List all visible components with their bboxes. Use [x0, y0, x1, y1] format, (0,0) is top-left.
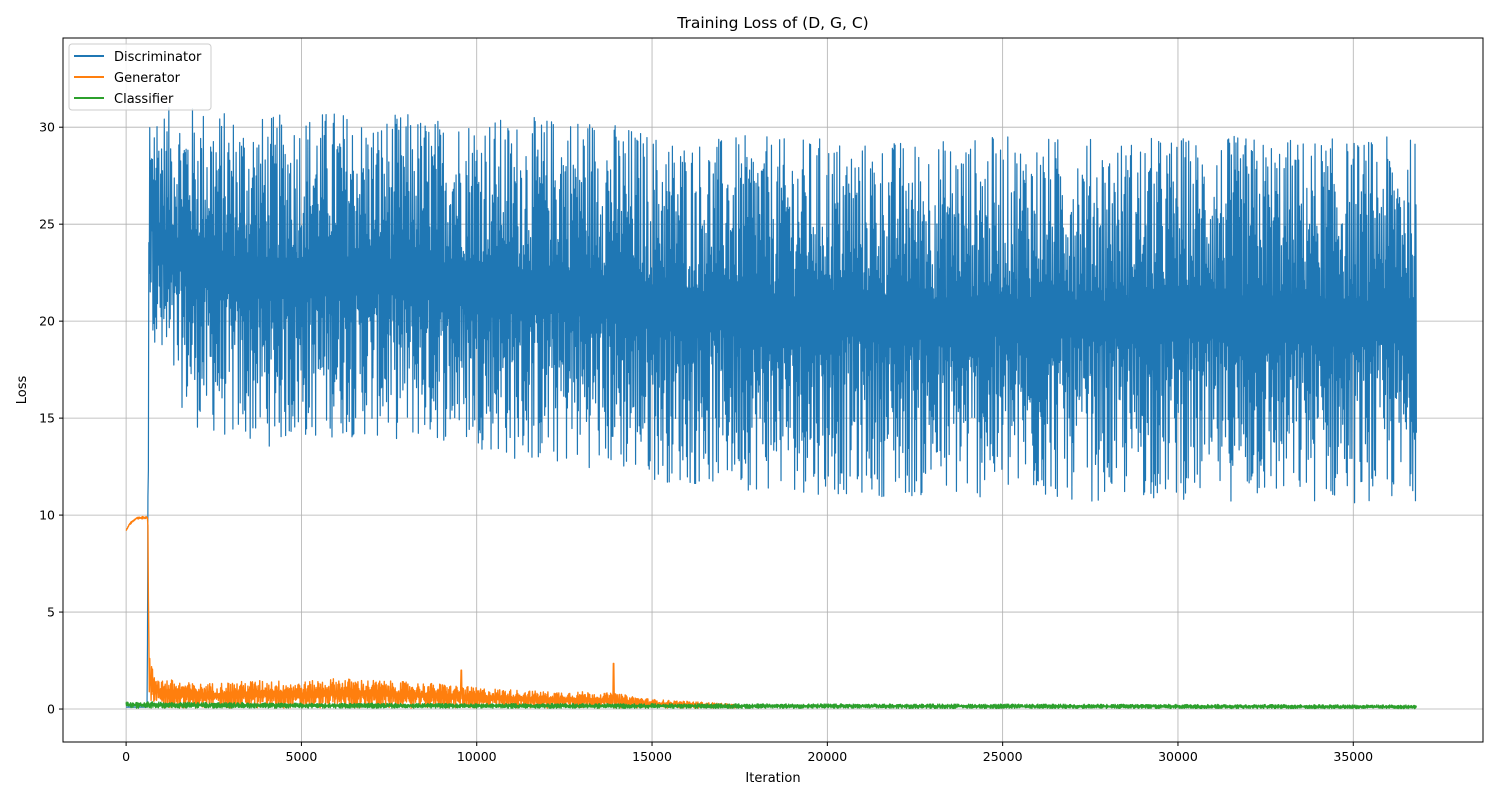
y-axis: 0 5 10 15 20 25 30 [39, 120, 63, 717]
x-axis-label: Iteration [745, 771, 800, 786]
y-tick-label: 25 [39, 217, 55, 232]
y-tick-label: 5 [47, 605, 55, 620]
x-tick-label: 10000 [457, 749, 497, 764]
plot-area [125, 106, 1418, 710]
legend-label-discriminator: Discriminator [114, 50, 202, 65]
x-tick-label: 25000 [983, 749, 1023, 764]
y-tick-label: 20 [39, 314, 55, 329]
x-tick-label: 15000 [632, 749, 672, 764]
x-tick-label: 0 [122, 749, 130, 764]
legend: Discriminator Generator Classifier [68, 43, 212, 111]
y-tick-label: 10 [39, 508, 55, 523]
legend-label-classifier: Classifier [114, 92, 174, 107]
legend-label-generator: Generator [114, 71, 181, 86]
x-tick-label: 35000 [1333, 749, 1373, 764]
y-tick-label: 15 [39, 411, 55, 426]
series-line-generator [125, 515, 741, 709]
y-axis-label: Loss [15, 376, 30, 405]
x-tick-label: 30000 [1158, 749, 1198, 764]
legend-box [68, 43, 212, 111]
series-line-classifier [125, 701, 1418, 710]
chart-title: Training Loss of (D, G, C) [676, 14, 868, 32]
x-axis: 0 5000 10000 15000 20000 25000 30000 35000 [122, 742, 1373, 764]
x-tick-label: 5000 [286, 749, 318, 764]
series-line-discriminator [125, 106, 1417, 708]
x-tick-label: 20000 [807, 749, 847, 764]
y-tick-label: 0 [47, 702, 55, 717]
axes-frame [62, 37, 1484, 743]
y-tick-label: 30 [39, 120, 55, 135]
